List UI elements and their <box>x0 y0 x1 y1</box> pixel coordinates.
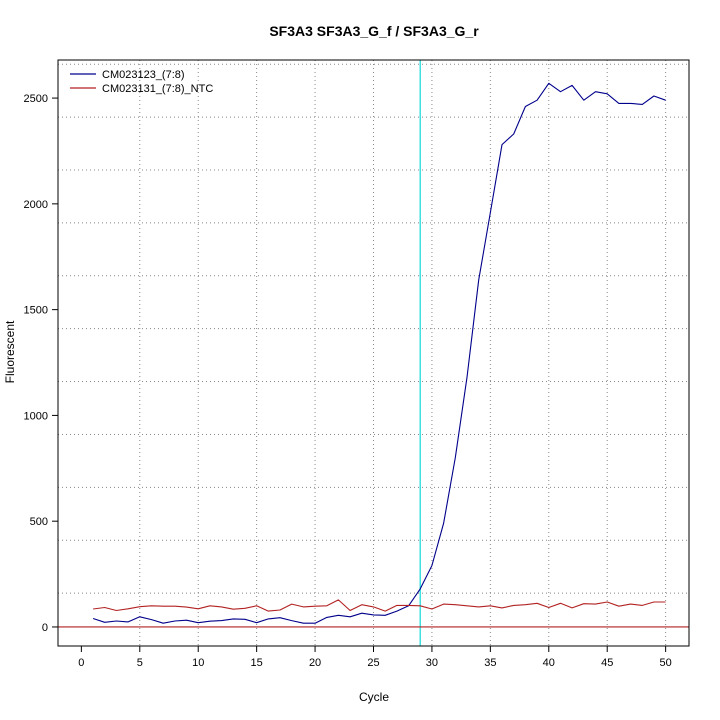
reference-lines <box>58 60 689 646</box>
series-line-2 <box>93 599 666 612</box>
y-tick-label: 2000 <box>24 199 48 211</box>
x-tick-label: 0 <box>78 657 84 669</box>
x-tick-label: 45 <box>601 657 613 669</box>
y-tick-label: 1500 <box>24 305 48 317</box>
x-tick-label: 30 <box>426 657 438 669</box>
x-tick-label: 10 <box>192 657 204 669</box>
y-tick-label: 1000 <box>24 410 48 422</box>
x-tick-label: 35 <box>484 657 496 669</box>
x-tick-label: 20 <box>309 657 321 669</box>
legend-label-1: CM023123_(7:8) <box>102 69 185 81</box>
plot-frame <box>57 59 690 647</box>
legend-label-2: CM023131_(7:8)_NTC <box>102 83 213 95</box>
chart-title: SF3A3 SF3A3_G_f / SF3A3_G_r <box>269 23 479 39</box>
series-line-1 <box>92 82 666 624</box>
x-tick-label: 15 <box>251 657 263 669</box>
series-layer <box>92 82 666 624</box>
legend: CM023123_(7:8) CM023131_(7:8)_NTC <box>70 69 213 95</box>
grid-layer <box>58 60 689 646</box>
y-tick-label: 0 <box>42 622 48 634</box>
y-tick-label: 500 <box>30 516 48 528</box>
x-tick-label: 25 <box>367 657 379 669</box>
x-tick-label: 5 <box>137 657 143 669</box>
x-tick-label: 40 <box>543 657 555 669</box>
x-tick-label: 50 <box>660 657 672 669</box>
y-tick-label: 2500 <box>24 93 48 105</box>
x-axis-label: Cycle <box>359 690 389 704</box>
y-axis-label: Fluorescent <box>3 320 17 383</box>
